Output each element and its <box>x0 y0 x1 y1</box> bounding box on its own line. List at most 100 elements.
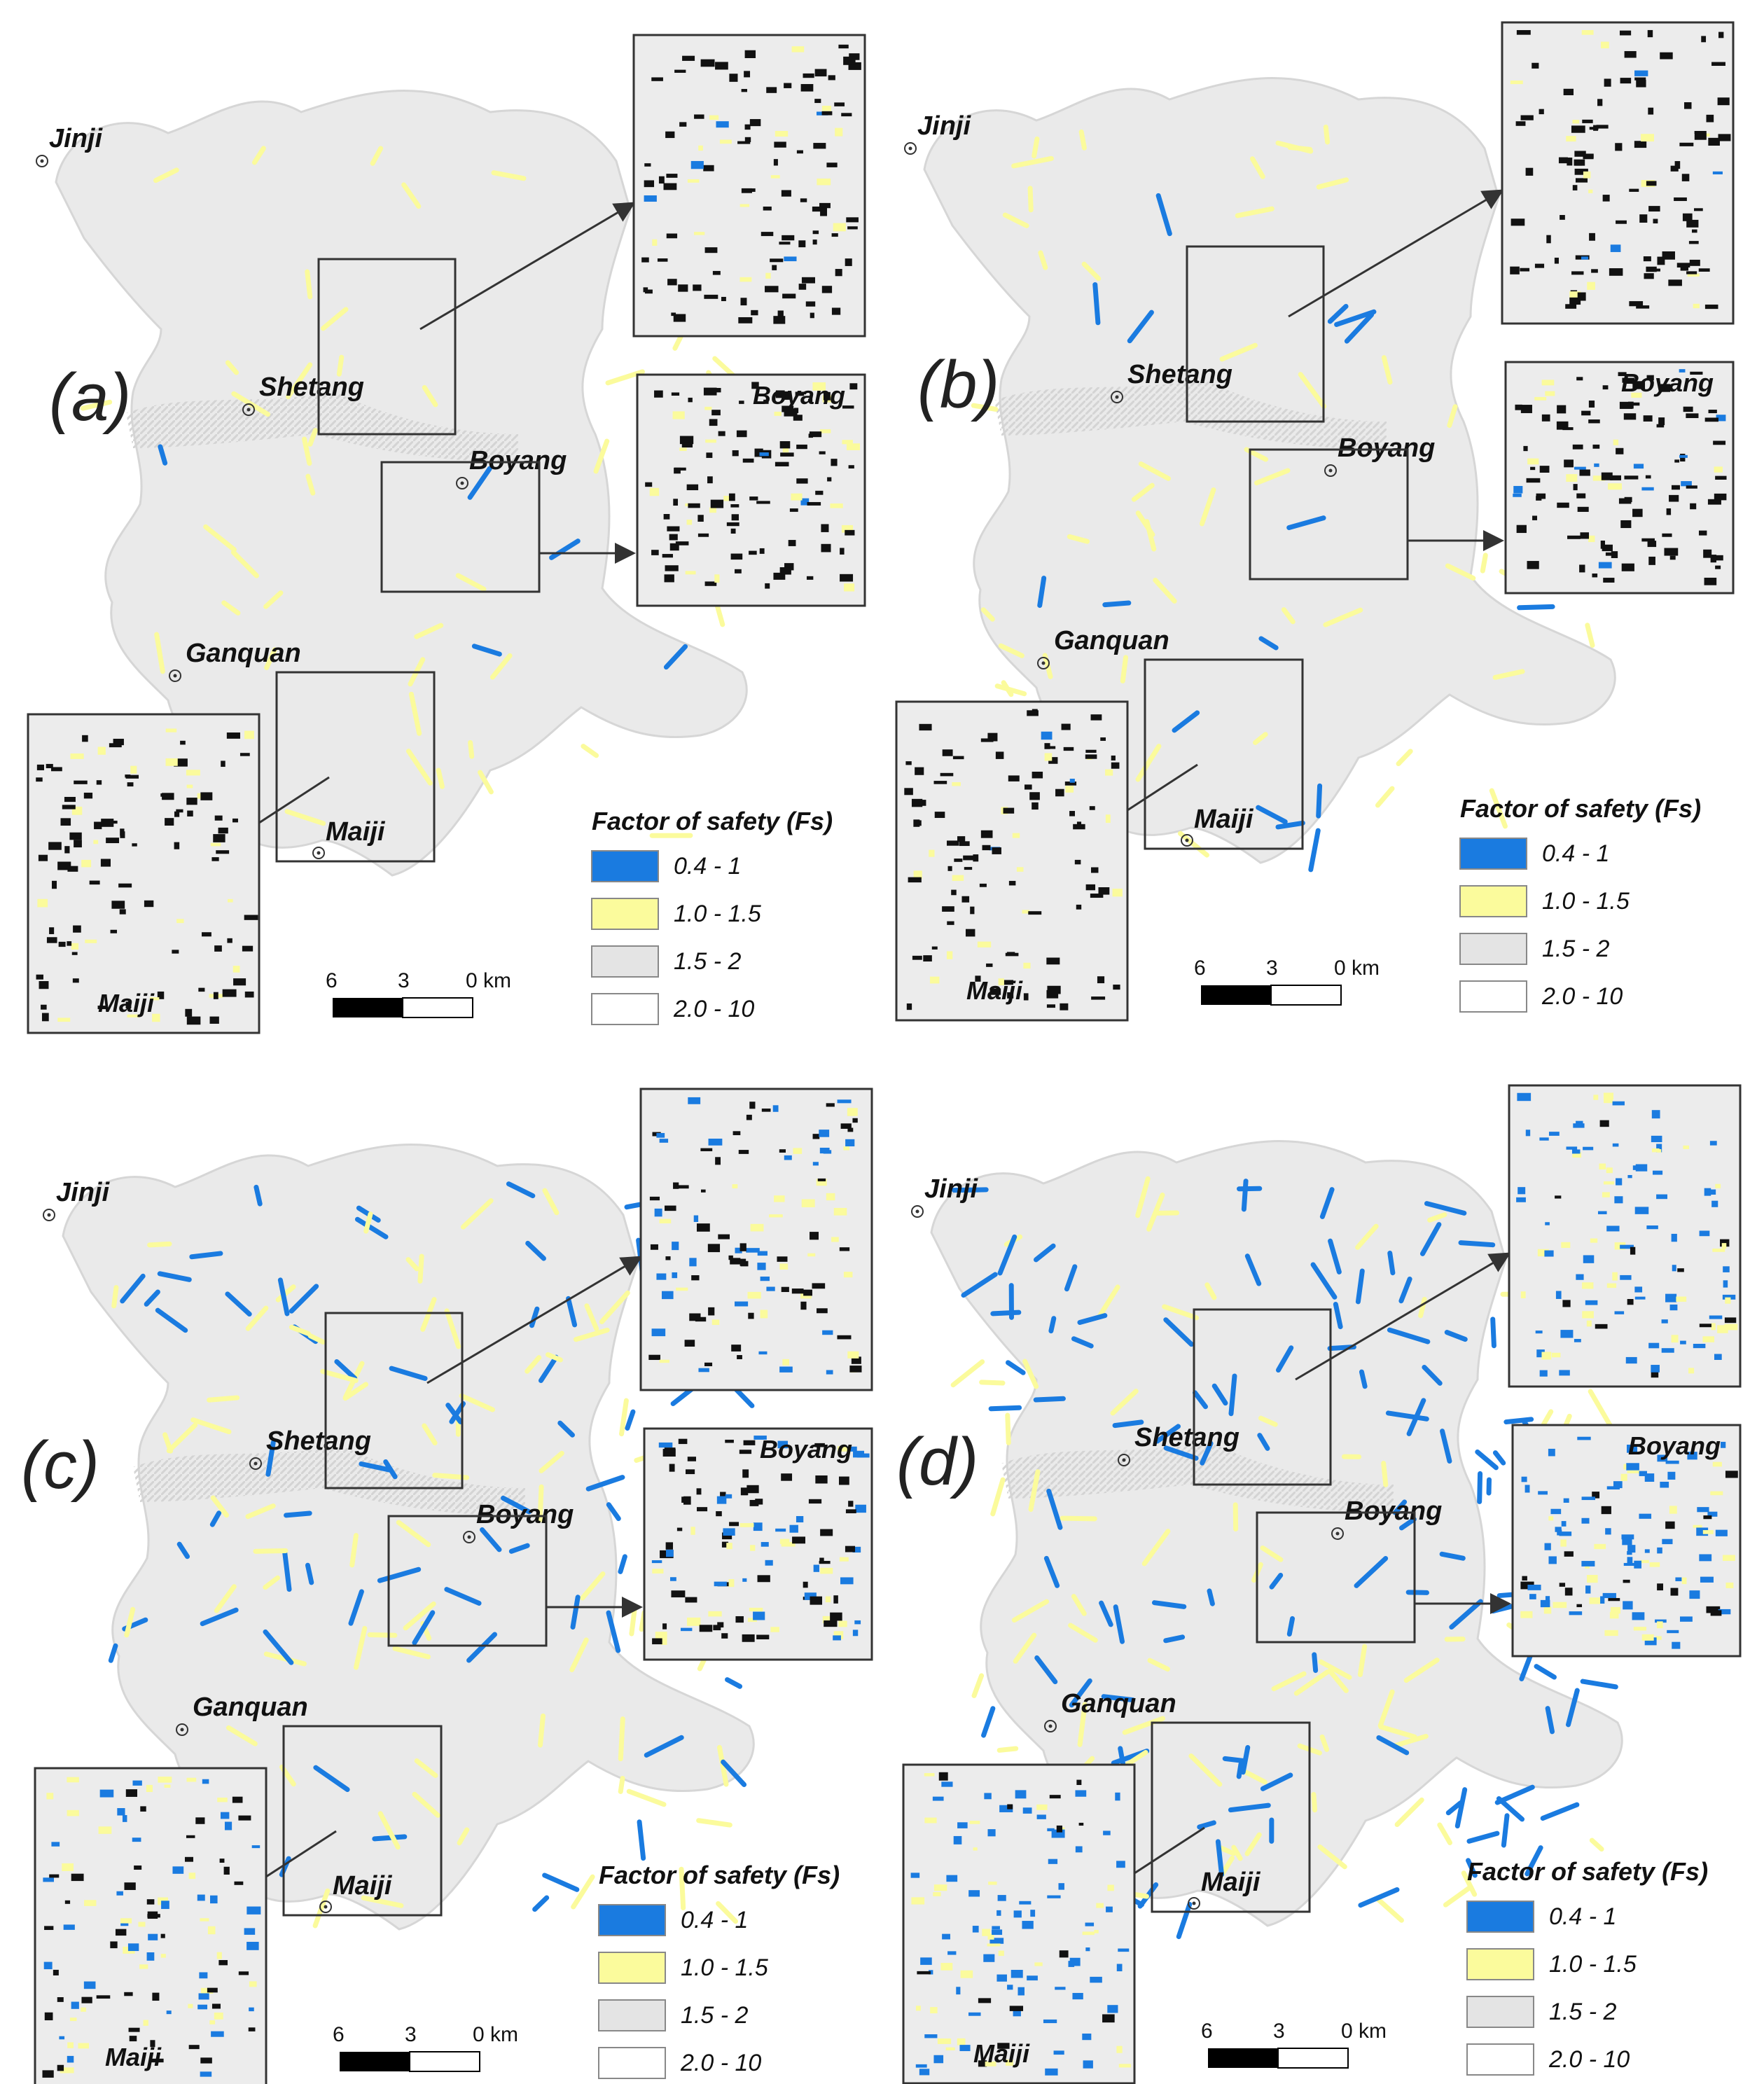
inset-cell <box>1660 1481 1669 1488</box>
fs-mid-cell <box>593 438 610 474</box>
inset-cell <box>1669 1304 1678 1311</box>
inset-cell <box>819 1557 824 1564</box>
inset-cell <box>1083 2060 1093 2069</box>
inset-cell <box>93 840 99 845</box>
inset-cell <box>1003 807 1015 814</box>
inset-cell <box>1605 552 1614 556</box>
fs-mid-cell <box>1275 140 1314 154</box>
inset-cell <box>1714 493 1727 501</box>
inset-cell <box>1674 459 1680 463</box>
inset-cell <box>132 1838 141 1842</box>
inset-cell <box>1090 714 1102 721</box>
inset-cell <box>198 987 205 992</box>
terrain-hillshade <box>930 1140 1623 1927</box>
scale-label: 0 km <box>1334 957 1380 980</box>
inset-cell <box>1641 134 1654 142</box>
fs-low-cell <box>990 1310 1022 1317</box>
inset-cell <box>658 1442 673 1448</box>
inset-cell <box>239 753 250 756</box>
inset-cell <box>665 131 675 139</box>
panel-letter: (d) <box>896 1424 978 1499</box>
inset-cell <box>716 1511 722 1517</box>
inset-cell <box>942 906 954 912</box>
inset-cell <box>854 1620 861 1625</box>
town-jinji: Jinji <box>36 124 103 167</box>
inset-cell <box>1640 1559 1649 1564</box>
inset-cell <box>830 1612 842 1621</box>
inset-cell <box>124 1882 136 1890</box>
inset-cell <box>1516 525 1527 534</box>
legend-item-label: 1.0 - 1.5 <box>681 1954 768 1981</box>
inset-cell <box>1632 381 1646 389</box>
inset-cell <box>738 1150 749 1154</box>
fs-mid-cell <box>210 1495 230 1518</box>
inset-cell <box>1667 1471 1676 1480</box>
inset-cell <box>837 1099 852 1104</box>
inset-cell <box>1569 291 1581 299</box>
inset-cell <box>60 818 71 826</box>
inset-cell <box>721 296 726 302</box>
fs-mid-cell <box>716 1744 729 1787</box>
inset-cell <box>248 2027 256 2031</box>
inset-cell <box>913 820 922 826</box>
inset-cell <box>1630 1246 1636 1255</box>
fs-low-cell <box>1034 1655 1058 1685</box>
inset-cell <box>98 1826 112 1834</box>
fs-low-cell <box>644 1735 684 1758</box>
inset-cell <box>843 1272 853 1278</box>
inset-cell <box>713 1625 721 1631</box>
inset-cell <box>1044 753 1053 761</box>
fs-low-cell <box>1440 1429 1452 1464</box>
fs-mid-cell <box>1032 136 1040 159</box>
inset-cell <box>656 1273 667 1280</box>
inset-cell <box>226 732 240 739</box>
fs-mid-cell <box>1355 1223 1379 1250</box>
inset-cell <box>765 1559 773 1566</box>
inset-cell <box>1646 181 1657 186</box>
legend-swatch <box>591 850 659 882</box>
scale-label: 6 <box>1194 957 1206 980</box>
inset-cell <box>838 1620 847 1627</box>
inset-cell <box>665 1256 671 1260</box>
inset-cell <box>69 2017 77 2022</box>
inset-cell <box>761 1109 771 1112</box>
inset-cell <box>782 447 789 453</box>
inset-cell <box>740 1487 748 1496</box>
inset-cell <box>946 951 953 959</box>
town-ganquan: Ganquan <box>169 639 301 682</box>
inset-cell <box>1722 1555 1735 1562</box>
inset-cell <box>1562 1300 1571 1307</box>
inset-cell <box>1113 985 1120 990</box>
inset-cell <box>782 235 795 241</box>
inset-cell <box>1646 375 1654 381</box>
town-marker-icon <box>1118 1454 1130 1466</box>
scale-label: 0 km <box>1341 2020 1387 2043</box>
inset-cell <box>1620 520 1632 529</box>
fs-low-cell <box>1064 1264 1078 1292</box>
inset-cell <box>1601 472 1613 480</box>
inset-cell <box>757 1263 766 1270</box>
fs-mid-cell <box>264 647 277 670</box>
inset-cell <box>1627 1445 1638 1453</box>
inset-cell <box>684 1340 695 1347</box>
fs-low-cell <box>1118 1746 1126 1766</box>
inset-label: Maiji <box>105 2043 162 2071</box>
inset-cell <box>715 1157 721 1165</box>
inset-cell <box>1541 380 1555 386</box>
inset-cell <box>741 89 747 92</box>
town-shetang: Shetang <box>242 373 364 416</box>
fs-mid-cell <box>1443 1885 1472 1908</box>
inset-cell <box>1085 754 1097 759</box>
inset-cell <box>125 1001 132 1009</box>
inset-cell <box>831 459 838 466</box>
inset-cell <box>815 1475 828 1484</box>
fs-mid-cell <box>1357 1644 1368 1677</box>
inset-cell <box>1681 1577 1687 1585</box>
fs-mid-cell <box>1377 1689 1395 1728</box>
fs-low-cell <box>466 1632 498 1663</box>
fs-low-cell <box>637 1819 646 1861</box>
fs-low-cell <box>289 1284 319 1314</box>
inset-cell <box>1545 1222 1550 1225</box>
inset-cell <box>1105 814 1111 824</box>
inset-cell <box>1636 79 1646 88</box>
